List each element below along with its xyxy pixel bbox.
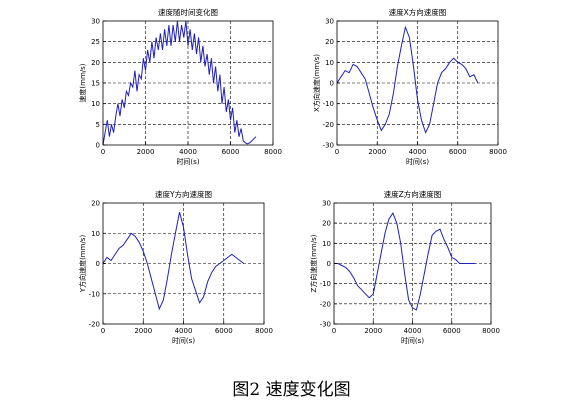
figure-caption: 图2 速度变化图 [232, 380, 351, 400]
x-tick-label: 8000 [264, 148, 282, 156]
x-tick-label: 6000 [215, 327, 233, 335]
x-tick-label: 6000 [449, 148, 467, 156]
y-tick-label: 10 [91, 100, 100, 108]
y-tick-label: 30 [325, 18, 334, 26]
subplot-2: 0 2000 4000 6000 8000 -30 -20 -10 0 10 20 30 速度X方向速度… [312, 7, 507, 166]
x-tick-label: 4000 [409, 148, 427, 156]
x-tick-label: 2000 [368, 148, 386, 156]
x-tick-label: 0 [335, 148, 339, 156]
subplot-title: 速度Y方向速度图 [155, 189, 212, 199]
x-tick-label: 0 [101, 148, 105, 156]
y-tick-label: -10 [320, 280, 331, 288]
y-tick-label: 5 [96, 121, 100, 129]
subplot-4: 0 2000 4000 6000 8000 -30 -20 -10 0 10 20 30 速度Z方向速度… [309, 189, 500, 345]
subplot-1: 0 2000 4000 6000 8000 0 5 10 15 20 25 30 速度随时间变化图时间(… [78, 7, 282, 166]
y-axis-label: Y方向速度(mm/s) [78, 235, 87, 294]
x-tick-label: 0 [101, 327, 105, 335]
y-tick-label: 30 [91, 18, 100, 26]
y-tick-label: 20 [325, 38, 334, 46]
x-axis-label: 时间(s) [172, 336, 195, 345]
y-tick-label: 10 [322, 240, 331, 248]
x-axis-label: 时间(s) [401, 336, 424, 345]
y-tick-label: 0 [96, 260, 100, 268]
x-axis-label: 时间(s) [406, 157, 429, 166]
y-tick-label: 0 [327, 260, 331, 268]
x-axis-label: 时间(s) [176, 157, 199, 166]
subplot-3: 0 2000 4000 6000 8000 -20 -10 0 10 20 速度Y方向速度图时间(s… [78, 189, 273, 345]
subplot-title: 速度X方向速度图 [389, 7, 447, 17]
y-tick-label: -10 [323, 100, 334, 108]
series-line [102, 211, 245, 311]
y-tick-label: 10 [325, 59, 334, 67]
y-tick-label: -20 [320, 300, 331, 308]
y-tick-label: 25 [91, 38, 100, 46]
y-tick-label: 20 [91, 200, 100, 208]
y-tick-label: -20 [323, 121, 334, 129]
series-line [336, 25, 479, 134]
y-tick-label: -10 [89, 290, 100, 298]
x-tick-label: 0 [332, 327, 336, 335]
x-tick-label: 6000 [222, 148, 240, 156]
x-tick-label: 2000 [364, 327, 382, 335]
y-tick-label: 20 [322, 220, 331, 228]
y-axis-label: 速度(mm/s) [78, 63, 87, 102]
subplot-title: 速度Z方向速度图 [384, 189, 442, 199]
x-tick-label: 2000 [134, 327, 152, 335]
y-tick-label: 15 [91, 80, 100, 88]
y-tick-label: 20 [91, 59, 100, 67]
y-tick-label: -30 [323, 142, 334, 150]
x-tick-label: 8000 [255, 327, 273, 335]
x-tick-label: 4000 [404, 327, 422, 335]
subplot-title: 速度随时间变化图 [158, 7, 218, 17]
y-tick-label: 0 [330, 80, 334, 88]
y-tick-label: 0 [96, 142, 100, 150]
x-tick-label: 2000 [137, 148, 155, 156]
series-line [102, 20, 257, 146]
y-tick-label: -20 [89, 321, 100, 329]
x-tick-label: 8000 [489, 148, 507, 156]
y-axis-label: X方向速度(mm/s) [312, 54, 321, 112]
x-tick-label: 8000 [482, 327, 500, 335]
series-line [334, 212, 476, 311]
y-tick-label: -30 [320, 321, 331, 329]
x-tick-label: 4000 [179, 148, 197, 156]
x-tick-label: 4000 [175, 327, 193, 335]
y-axis-label: Z方向速度(mm/s) [309, 234, 318, 292]
x-tick-label: 6000 [443, 327, 461, 335]
y-tick-label: 30 [322, 200, 331, 208]
y-tick-label: 10 [91, 230, 100, 238]
